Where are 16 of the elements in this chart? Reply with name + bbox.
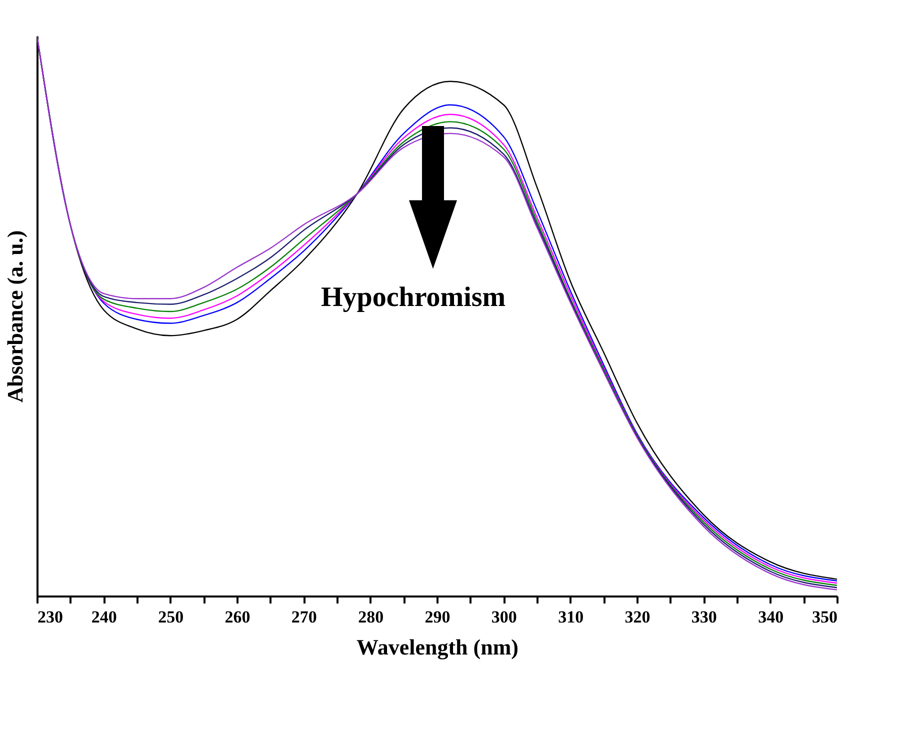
annotation: Hypochromism bbox=[321, 282, 506, 314]
x-tick-label: 280 bbox=[358, 608, 384, 626]
x-tick-label: 300 bbox=[491, 608, 517, 626]
x-tick-label: 290 bbox=[424, 608, 450, 626]
x-tick-label: 340 bbox=[758, 608, 784, 626]
x-tick-label: 240 bbox=[91, 608, 117, 626]
x-tick-label: 250 bbox=[158, 608, 184, 626]
y-axis-title: Absorbance (a. u.) bbox=[2, 230, 28, 403]
x-tick-label: 350 bbox=[812, 608, 838, 626]
x-tick-label: 230 bbox=[38, 608, 63, 626]
x-tick-label: 310 bbox=[558, 608, 584, 626]
x-tick-label: 320 bbox=[624, 608, 650, 626]
x-axis-title: Wavelength (nm) bbox=[356, 634, 518, 660]
x-tick-label: 270 bbox=[291, 608, 317, 626]
x-tick-label: 330 bbox=[691, 608, 717, 626]
x-tick-label: 260 bbox=[224, 608, 250, 626]
